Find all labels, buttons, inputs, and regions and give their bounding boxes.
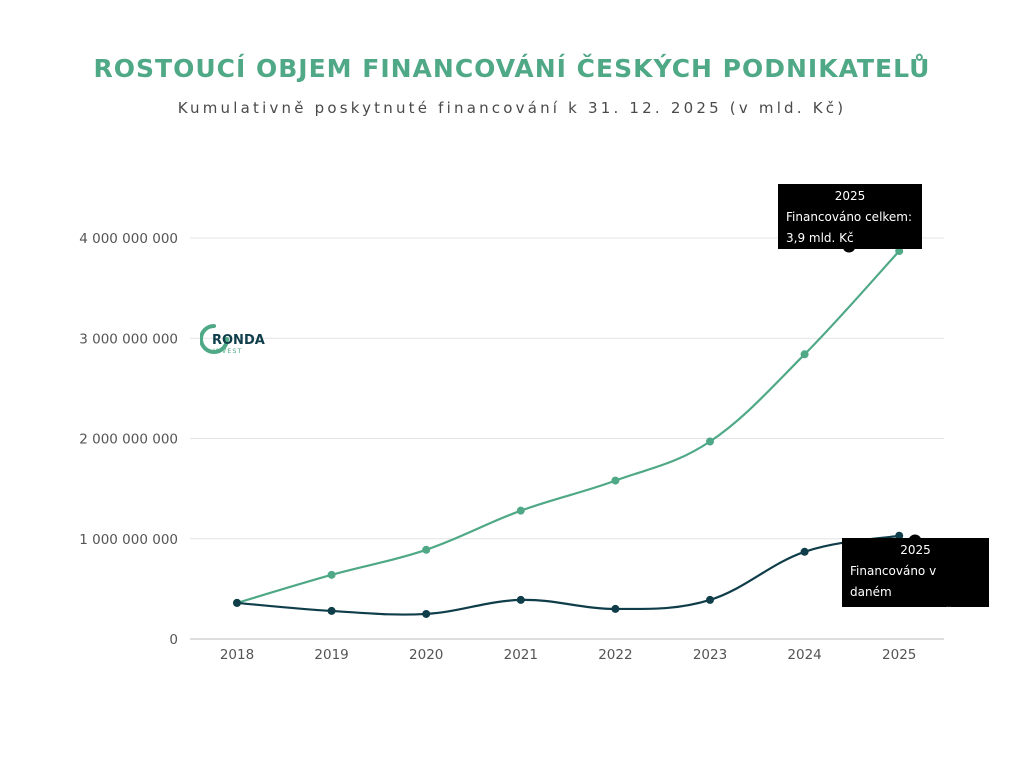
y-tick-label: 2 000 000 000 bbox=[79, 432, 178, 448]
x-tick-label: 2024 bbox=[787, 647, 821, 663]
series-cumulative-point bbox=[800, 350, 809, 359]
x-tick-label: 2021 bbox=[504, 647, 538, 663]
series-cumulative-point bbox=[327, 570, 336, 579]
tooltip-line-2: 3,9 mld. Kč bbox=[786, 231, 854, 245]
series-annual-point bbox=[327, 606, 336, 615]
svg-text:INVEST: INVEST bbox=[213, 347, 242, 355]
series-cumulative-point bbox=[516, 506, 525, 515]
x-tick-label: 2022 bbox=[598, 647, 632, 663]
x-tick-label: 2019 bbox=[314, 647, 348, 663]
chart-subtitle: Kumulativně poskytnuté financování k 31.… bbox=[177, 99, 847, 117]
x-axis-ticks: 2018 2019 2020 2021 2022 2023 2024 2025 bbox=[220, 647, 917, 663]
x-tick-label: 2023 bbox=[693, 647, 727, 663]
series-cumulative-point bbox=[611, 476, 620, 485]
tooltip-line-1: Financováno celkem: bbox=[786, 210, 913, 224]
series-lines bbox=[236, 250, 901, 616]
y-tick-label: 1 000 000 000 bbox=[79, 532, 178, 548]
tooltip-year: 2025 bbox=[900, 543, 931, 557]
x-tick-label: 2018 bbox=[220, 647, 254, 663]
series-annual-point bbox=[516, 595, 525, 604]
y-tick-label: 0 bbox=[169, 632, 178, 648]
tooltip-cumulative-2025: 2025 Financováno celkem: 3,9 mld. Kč bbox=[778, 184, 922, 249]
grid-lines bbox=[190, 237, 944, 640]
chart-title: ROSTOUCÍ OBJEM FINANCOVÁNÍ ČESKÝCH PODNI… bbox=[93, 54, 931, 83]
svg-text:RONDA: RONDA bbox=[212, 333, 265, 348]
tooltip-annual-2025: 2025 Financováno v daném roce: 1,1 mld. … bbox=[842, 538, 989, 620]
series-annual-line bbox=[236, 534, 900, 616]
series-annual-point bbox=[611, 604, 620, 613]
series-cumulative-point bbox=[422, 545, 431, 554]
series-annual-point bbox=[706, 595, 714, 604]
tooltip-line-2: roce: 1,1 mld. Kč bbox=[850, 606, 952, 620]
y-tick-label: 3 000 000 000 bbox=[79, 331, 178, 347]
series-cumulative-point bbox=[895, 247, 904, 256]
ronda-invest-logo: RONDA INVEST bbox=[199, 323, 280, 357]
x-tick-label: 2025 bbox=[882, 647, 916, 663]
y-tick-label: 4 000 000 000 bbox=[79, 231, 178, 247]
series-annual-point bbox=[895, 531, 904, 540]
series-annual-point bbox=[233, 598, 241, 607]
series-cumulative-point bbox=[706, 437, 714, 446]
tooltip-line-1: Financováno v daném bbox=[850, 564, 937, 599]
tooltip-year: 2025 bbox=[834, 189, 866, 203]
series-points bbox=[233, 239, 922, 618]
x-tick-label: 2020 bbox=[409, 647, 443, 663]
series-annual-point bbox=[800, 547, 809, 556]
series-annual-point bbox=[422, 609, 431, 618]
series-cumulative-line bbox=[236, 250, 901, 604]
y-axis-ticks: 0 1 000 000 000 2 000 000 000 3 000 000 000… bbox=[79, 231, 178, 648]
